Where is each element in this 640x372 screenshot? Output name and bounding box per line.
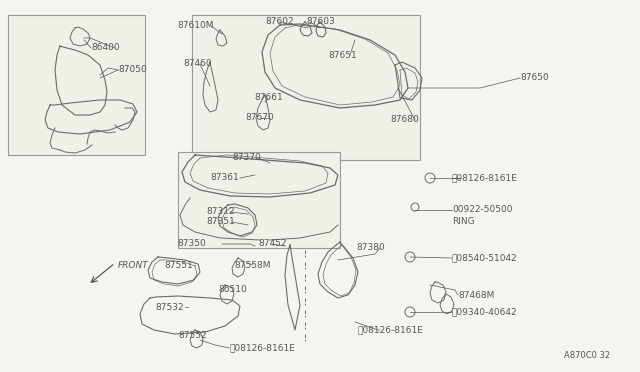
Text: 87551: 87551	[164, 260, 193, 269]
Text: 87670: 87670	[245, 113, 274, 122]
Text: 87610M: 87610M	[177, 22, 214, 31]
Text: 87452: 87452	[258, 240, 287, 248]
Text: Ⓢ09340-40642: Ⓢ09340-40642	[452, 308, 518, 317]
Text: 86510: 86510	[218, 285, 247, 295]
Bar	[178, 152, 340, 248]
Text: 87460: 87460	[183, 60, 212, 68]
Text: 87370: 87370	[232, 154, 260, 163]
Text: 86400: 86400	[91, 44, 120, 52]
Text: 87552: 87552	[178, 330, 207, 340]
Text: 87380: 87380	[356, 244, 385, 253]
Text: 87351: 87351	[206, 218, 235, 227]
Text: 87468M: 87468M	[458, 291, 494, 299]
Text: 87312: 87312	[206, 208, 235, 217]
Text: FRONT: FRONT	[118, 260, 148, 269]
Text: Ⓑ08126-8161E: Ⓑ08126-8161E	[452, 173, 518, 183]
Text: 87651: 87651	[328, 51, 356, 60]
Bar	[192, 15, 420, 160]
Text: 87602: 87602	[265, 17, 294, 26]
Text: 87680: 87680	[390, 115, 419, 125]
Text: Ⓑ08126-8161E: Ⓑ08126-8161E	[358, 326, 424, 334]
Bar	[8, 15, 145, 155]
Text: Ⓢ08540-51042: Ⓢ08540-51042	[452, 253, 518, 263]
Text: A870C0 32: A870C0 32	[564, 351, 610, 360]
Text: 87650: 87650	[520, 74, 548, 83]
Text: 87361: 87361	[210, 173, 239, 183]
Text: 87532: 87532	[155, 302, 184, 311]
Text: RING: RING	[452, 217, 475, 225]
Text: Ⓑ08126-8161E: Ⓑ08126-8161E	[229, 343, 295, 353]
Text: 87603: 87603	[306, 17, 335, 26]
Text: 87050: 87050	[118, 65, 147, 74]
Text: 87558M: 87558M	[234, 260, 271, 269]
Text: 87350: 87350	[177, 240, 205, 248]
Text: 00922-50500: 00922-50500	[452, 205, 513, 215]
Text: 87661: 87661	[254, 93, 283, 103]
